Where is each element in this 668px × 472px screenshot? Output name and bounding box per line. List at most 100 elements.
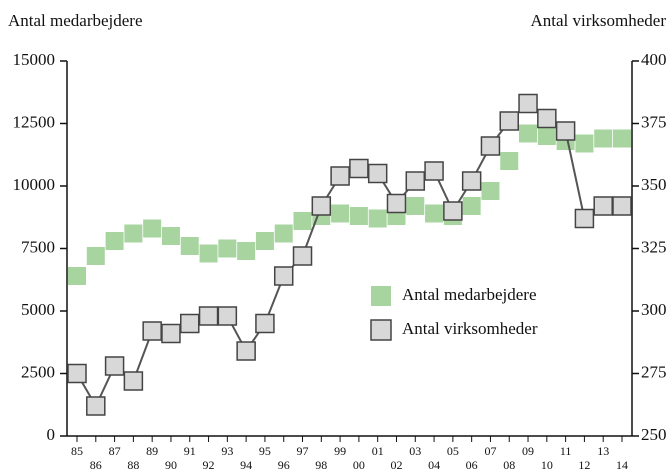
marker <box>537 127 556 145</box>
marker <box>180 313 200 334</box>
x-tick-label: 93 <box>221 444 233 458</box>
y-tick-label: 15000 <box>13 50 56 69</box>
marker <box>68 267 86 285</box>
marker <box>405 171 426 191</box>
legend-swatch <box>371 286 391 306</box>
marker <box>217 306 238 326</box>
y-axis-label: Antal medarbejdere <box>8 11 143 30</box>
marker <box>612 196 632 216</box>
marker <box>349 207 368 225</box>
marker <box>330 166 350 186</box>
marker <box>311 196 332 216</box>
marker <box>480 136 501 156</box>
marker <box>349 158 369 179</box>
legend-swatch <box>370 319 392 341</box>
x-tick-label: 89 <box>146 444 158 458</box>
marker <box>198 306 219 326</box>
x-tick-label: 04 <box>428 458 440 472</box>
y2-tick-label: 400 <box>641 50 667 69</box>
x-tick-label: 87 <box>109 444 121 458</box>
y2-tick-label: 375 <box>641 112 667 131</box>
marker <box>143 219 162 238</box>
marker <box>86 396 106 416</box>
marker <box>575 134 594 153</box>
x-tick-label: 91 <box>184 444 196 458</box>
marker <box>161 227 180 245</box>
x-tick-label: 99 <box>334 444 346 458</box>
x-tick-label: 14 <box>616 458 628 472</box>
y2-axis-label: Antal virksomheder <box>531 11 667 30</box>
legend-label: Antal medarbejdere <box>402 285 537 304</box>
marker <box>555 121 576 141</box>
marker <box>273 266 294 286</box>
marker <box>86 247 105 265</box>
marker <box>443 201 463 221</box>
x-tick-label: 10 <box>541 458 553 472</box>
marker <box>461 171 482 191</box>
marker <box>180 237 199 255</box>
marker <box>199 244 218 263</box>
marker <box>274 224 293 243</box>
x-tick-label: 06 <box>466 458 478 472</box>
marker <box>499 111 519 131</box>
x-tick-label: 96 <box>278 458 290 472</box>
marker <box>331 204 350 223</box>
x-tick-label: 90 <box>165 458 177 472</box>
marker <box>613 129 631 148</box>
x-tick-label: 13 <box>597 444 609 458</box>
x-tick-label: 86 <box>90 458 102 472</box>
y-tick-label: 7500 <box>21 237 55 256</box>
x-tick-label: 11 <box>560 444 572 458</box>
marker <box>124 224 143 243</box>
marker <box>574 208 595 229</box>
x-tick-label: 05 <box>447 444 459 458</box>
marker <box>293 212 312 230</box>
x-tick-label: 09 <box>522 444 534 458</box>
x-tick-label: 08 <box>503 458 515 472</box>
marker <box>462 197 481 215</box>
y-tick-label: 2500 <box>21 362 55 381</box>
x-tick-label: 97 <box>297 444 309 458</box>
legend-label: Antal virksomheder <box>402 319 538 338</box>
y2-tick-label: 275 <box>641 362 667 381</box>
marker <box>594 129 613 148</box>
x-tick-label: 94 <box>240 458 252 472</box>
x-tick-label: 07 <box>484 444 496 458</box>
y-tick-label: 12500 <box>13 112 56 131</box>
x-tick-label: 02 <box>390 458 402 472</box>
marker <box>123 371 144 391</box>
marker <box>500 152 519 170</box>
y2-tick-label: 350 <box>641 175 667 194</box>
x-tick-label: 95 <box>259 444 271 458</box>
marker <box>537 108 557 129</box>
marker <box>519 124 538 143</box>
x-tick-label: 88 <box>127 458 139 472</box>
x-tick-label: 00 <box>353 458 365 472</box>
marker <box>518 93 538 114</box>
marker <box>104 356 125 376</box>
x-tick-label: 92 <box>203 458 215 472</box>
marker <box>67 363 87 384</box>
y2-tick-label: 325 <box>641 237 667 256</box>
marker <box>161 323 181 344</box>
x-tick-label: 03 <box>409 444 421 458</box>
marker <box>236 341 256 361</box>
marker <box>425 204 444 223</box>
y-tick-label: 10000 <box>13 175 56 194</box>
marker <box>255 313 275 334</box>
marker <box>218 239 237 258</box>
marker <box>424 161 444 181</box>
y2-tick-label: 250 <box>641 425 667 444</box>
x-tick-label: 12 <box>578 458 590 472</box>
x-tick-label: 98 <box>315 458 327 472</box>
x-tick-label: 01 <box>372 444 384 458</box>
marker <box>142 321 162 341</box>
y-tick-label: 5000 <box>21 300 55 319</box>
series-line <box>76 102 622 409</box>
marker <box>367 163 388 184</box>
marker <box>105 232 124 250</box>
marker <box>292 246 313 266</box>
x-tick-label: 85 <box>71 444 83 458</box>
